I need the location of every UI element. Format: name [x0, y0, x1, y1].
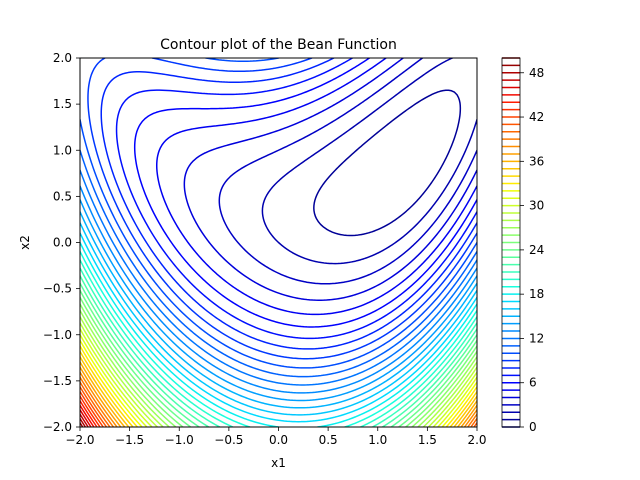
contour-level	[80, 413, 89, 427]
x-tick-label: −0.5	[214, 433, 243, 447]
contour-level	[80, 409, 92, 427]
colorbar-frame	[501, 57, 521, 428]
x-tick-label: 0.5	[319, 433, 338, 447]
contour-level	[80, 376, 477, 427]
y-tick-label: 0.5	[53, 189, 72, 203]
contour-level	[80, 275, 477, 427]
contour-level	[80, 222, 477, 416]
contour-level	[80, 267, 477, 427]
contour-level	[80, 322, 477, 427]
colorbar-tick-label: 6	[529, 376, 537, 390]
contour-level	[80, 250, 477, 427]
contour-level	[80, 390, 477, 427]
contour-level	[80, 296, 477, 427]
x-axis: −2.0 −1.5 −1.0 −0.5 0.0 0.5 1.0 1.5 2.0	[65, 427, 487, 447]
colorbar-tick-label: 24	[529, 243, 544, 257]
colorbar: 0 6 12 18 24 30 36 42 48	[501, 57, 544, 434]
x-tick-label: −1.5	[115, 433, 144, 447]
contour-level	[80, 198, 477, 402]
contour-level	[80, 339, 477, 427]
colorbar-tick-label: 18	[529, 287, 544, 301]
x-tick-label: 1.0	[368, 433, 387, 447]
y-axis: −2.0 −1.5 −1.0 −0.5 0.0 0.5 1.0 1.5 2.0	[43, 51, 80, 434]
contour-level	[80, 334, 477, 427]
y-tick-label: −0.5	[43, 282, 72, 296]
contour-level	[80, 400, 98, 427]
y-tick-label: 1.5	[53, 97, 72, 111]
contour-level	[133, 58, 477, 328]
contour-level	[87, 58, 477, 360]
contour-level	[80, 361, 477, 427]
contour-level	[80, 282, 477, 427]
contour-level	[80, 417, 87, 427]
y-tick-label: 0.0	[53, 236, 72, 250]
contour-level	[80, 185, 477, 394]
contour-level	[155, 58, 477, 316]
colorbar-tick-label: 12	[529, 331, 544, 345]
contour-level	[80, 58, 477, 369]
y-tick-label: −1.0	[43, 328, 72, 342]
y-tick-label: 1.0	[53, 143, 72, 157]
contour-level	[80, 309, 477, 427]
x-tick-label: 2.0	[467, 433, 486, 447]
colorbar-tick-label: 30	[529, 199, 544, 213]
x-axis-label: x1	[271, 456, 286, 470]
contour-level	[313, 89, 462, 237]
x-tick-label: −1.0	[165, 433, 194, 447]
contour-level	[80, 356, 477, 427]
contour-level	[80, 381, 477, 427]
contour-level	[80, 149, 477, 378]
contour-level	[261, 58, 477, 265]
contour-level	[80, 241, 477, 427]
colorbar-tick-label: 36	[529, 154, 544, 168]
contour-level	[80, 169, 477, 386]
colorbar-tick-label: 48	[529, 66, 544, 80]
y-tick-label: 2.0	[53, 51, 72, 65]
contour-level	[80, 395, 101, 427]
contour-level	[80, 210, 477, 409]
x-tick-label: −2.0	[65, 433, 94, 447]
x-tick-label: 0.0	[269, 433, 288, 447]
x-tick-label: 1.5	[418, 433, 437, 447]
colorbar-tick-label: 42	[529, 110, 544, 124]
contour-level	[100, 58, 477, 350]
chart-title: Contour plot of the Bean Function	[160, 37, 397, 53]
contour-level	[218, 58, 477, 285]
contour-level	[80, 345, 477, 427]
contour-level	[80, 404, 95, 427]
y-tick-label: −1.5	[43, 374, 72, 388]
y-axis-label: x2	[18, 235, 32, 250]
contour-level	[80, 371, 477, 427]
contour-level	[115, 58, 477, 340]
contour-level	[80, 232, 477, 423]
contour-level	[183, 58, 477, 301]
contour-level	[80, 259, 477, 427]
y-tick-label: −2.0	[43, 420, 72, 434]
contour-level	[80, 386, 477, 427]
contour-lines	[80, 58, 477, 427]
colorbar-tick-label: 0	[529, 420, 537, 434]
contour-level	[80, 289, 477, 427]
contour-level	[80, 316, 477, 427]
contour-level	[80, 303, 477, 427]
contour-level	[80, 328, 477, 427]
